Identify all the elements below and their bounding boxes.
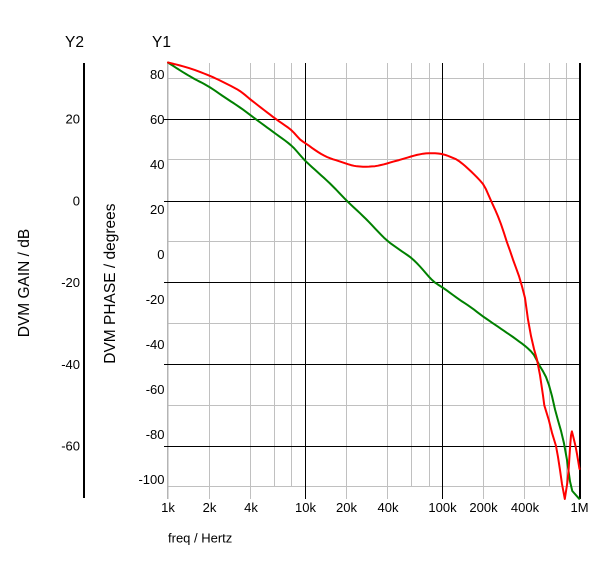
svg-text:DVM GAIN / dB: DVM GAIN / dB: [16, 229, 33, 338]
svg-text:20: 20: [66, 112, 80, 127]
svg-text:2k: 2k: [203, 500, 217, 515]
svg-text:40: 40: [150, 157, 164, 172]
svg-text:-20: -20: [61, 275, 80, 290]
svg-text:100k: 100k: [428, 500, 457, 515]
svg-text:400k: 400k: [511, 500, 540, 515]
svg-text:20: 20: [150, 202, 164, 217]
svg-text:0: 0: [73, 193, 80, 208]
svg-text:80: 80: [150, 67, 164, 82]
svg-text:20k: 20k: [336, 500, 357, 515]
svg-text:0: 0: [157, 247, 164, 262]
svg-text:40k: 40k: [378, 500, 399, 515]
svg-text:-20: -20: [146, 292, 165, 307]
svg-text:1M: 1M: [570, 500, 588, 515]
svg-text:-40: -40: [61, 357, 80, 372]
svg-text:60: 60: [150, 112, 164, 127]
svg-text:-100: -100: [138, 472, 164, 487]
svg-text:-80: -80: [146, 427, 165, 442]
svg-text:-40: -40: [146, 337, 165, 352]
svg-text:freq / Hertz: freq / Hertz: [168, 531, 232, 546]
svg-text:-60: -60: [146, 382, 165, 397]
svg-text:1k: 1k: [161, 500, 175, 515]
svg-text:-60: -60: [61, 439, 80, 454]
svg-text:DVM PHASE / degrees: DVM PHASE / degrees: [102, 203, 119, 363]
svg-text:10k: 10k: [295, 500, 316, 515]
svg-text:Y2: Y2: [65, 34, 84, 51]
svg-text:Y1: Y1: [152, 34, 171, 51]
svg-text:200k: 200k: [469, 500, 498, 515]
svg-text:4k: 4k: [244, 500, 258, 515]
